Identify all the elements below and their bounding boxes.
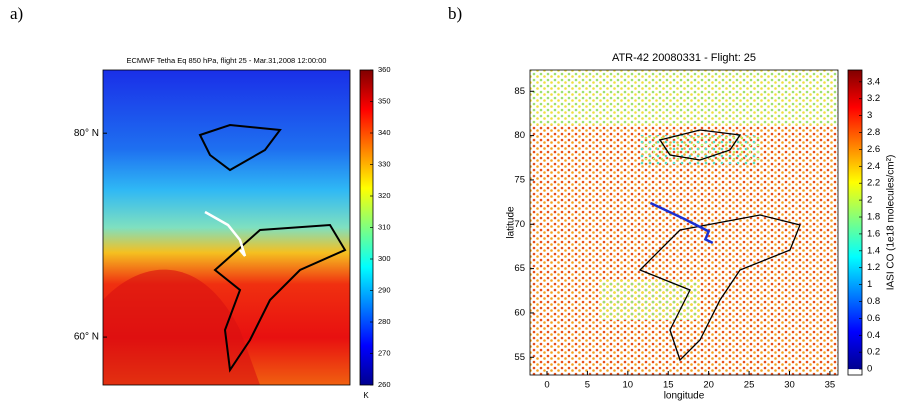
y-tick-label: 55	[514, 352, 525, 363]
x-tick-label: 25	[744, 380, 755, 391]
panel-label: a)	[10, 4, 23, 23]
y-tick-label: 75	[514, 174, 525, 185]
plot-frame	[102, 69, 351, 386]
y-tick-label: 60° N	[74, 332, 99, 343]
colorbar-label: IASI CO (1e18 molecules/cm²)	[886, 155, 897, 291]
field-image	[530, 125, 838, 375]
y-axis-label: latitude	[506, 206, 517, 239]
flight-track	[204, 210, 247, 257]
colorbar-tick-label: 2.8	[867, 127, 880, 138]
colorbar	[848, 70, 862, 370]
colorbar-tick-label: 1	[867, 279, 872, 290]
x-tick-label: 20	[703, 380, 714, 391]
colorbar-tick-label: 0.6	[867, 313, 880, 324]
flight-track	[649, 201, 714, 245]
colorbar-tick-label: 280	[378, 317, 391, 326]
colorbar-tick-label: 1.4	[867, 245, 880, 256]
colorbar-tick-label: 0.4	[867, 330, 880, 341]
colorbar-tick-label: 320	[378, 191, 391, 200]
colorbar-tick-label: 2.4	[867, 161, 880, 172]
y-tick-label: 80° N	[74, 128, 99, 139]
coastline	[198, 123, 347, 373]
x-tick-label: 15	[663, 380, 674, 391]
x-tick-label: 0	[544, 380, 549, 391]
plot-frame	[529, 69, 839, 376]
colorbar-tick-label: 350	[378, 96, 391, 105]
colorbar-tick-label: 2	[867, 195, 872, 206]
colorbar-tick-label: 1.2	[867, 262, 880, 273]
colorbar-tick-label: 310	[378, 222, 391, 231]
colorbar-tick-label: 290	[378, 285, 391, 294]
colorbar-tick-label: 3.2	[867, 93, 880, 104]
colorbar-tick-label: 0.2	[867, 347, 880, 358]
y-tick-label: 60	[514, 307, 525, 318]
x-tick-label: 10	[623, 380, 634, 391]
panel-label: b)	[448, 4, 462, 23]
colorbar-tick-label: 0.8	[867, 296, 880, 307]
x-tick-label: 30	[784, 380, 795, 391]
chart-title: ECMWF Tetha Eq 850 hPa, flight 25 - Mar.…	[127, 56, 327, 65]
colorbar-below	[848, 369, 862, 375]
colorbar-tick-label: 3.4	[867, 76, 880, 87]
colorbar-tick-label: 260	[378, 380, 391, 389]
colorbar-tick-label: 360	[378, 65, 391, 74]
y-tick-label: 85	[514, 86, 525, 97]
chart-title: ATR-42 20080331 - Flight: 25	[612, 52, 756, 64]
y-tick-label: 70	[514, 219, 525, 230]
x-tick-label: 5	[585, 380, 590, 391]
colorbar-tick-label: 330	[378, 159, 391, 168]
colorbar-tick-label: 1.6	[867, 228, 880, 239]
colorbar-tick-label: 1.8	[867, 212, 880, 223]
colorbar-tick-label: 340	[378, 128, 391, 137]
colorbar-tick-label: 2.6	[867, 144, 880, 155]
coastline	[638, 129, 801, 362]
colorbar-tick-label: 0	[867, 364, 872, 375]
y-tick-label: 65	[514, 263, 525, 274]
colorbar-tick-label: 2.2	[867, 178, 880, 189]
colorbar	[360, 70, 373, 385]
x-tick-label: 35	[825, 380, 836, 391]
colorbar-tick-label: 270	[378, 348, 391, 357]
field-image	[103, 269, 260, 385]
x-axis-label: longitude	[664, 391, 705, 401]
y-tick-label: 80	[514, 130, 525, 141]
colorbar-tick-label: 300	[378, 254, 391, 263]
colorbar-frame	[847, 69, 863, 376]
colorbar-label: K	[363, 391, 369, 400]
colorbar-tick-label: 3	[867, 110, 872, 121]
field-image	[530, 70, 838, 125]
